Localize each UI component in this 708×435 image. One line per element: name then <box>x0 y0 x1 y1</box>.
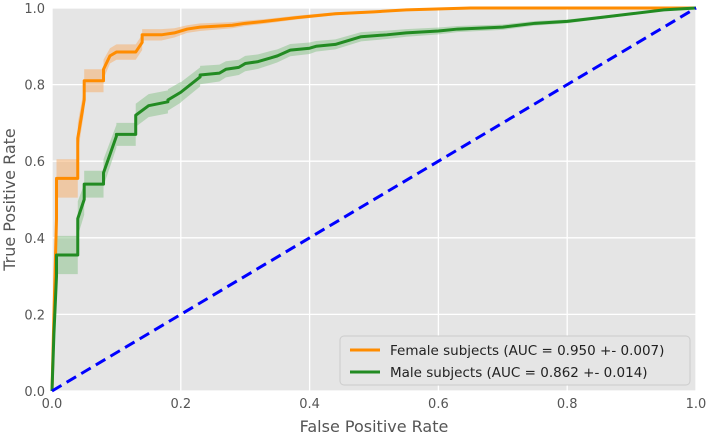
series-lines <box>50 6 697 393</box>
y-tick-label: 0.8 <box>24 79 45 94</box>
x-tick-label: 0.8 <box>557 397 578 412</box>
legend-label-female: Female subjects (AUC = 0.950 +- 0.007) <box>390 343 664 359</box>
x-tick-label: 0.0 <box>42 397 63 412</box>
legend-label-male: Male subjects (AUC = 0.862 +- 0.014) <box>390 365 648 381</box>
legend: Female subjects (AUC = 0.950 +- 0.007) M… <box>339 335 691 386</box>
x-tick-label: 0.2 <box>170 397 191 412</box>
x-tick-label: 0.6 <box>428 397 449 412</box>
y-tick-label: 1.0 <box>24 2 45 17</box>
y-tick-label: 0.0 <box>24 385 45 400</box>
y-tick-label: 0.2 <box>24 308 45 323</box>
female-confidence-band <box>52 8 696 391</box>
y-tick-labels: 0.0 0.2 0.4 0.6 0.8 1.0 <box>24 2 45 400</box>
y-tick-label: 0.6 <box>24 155 45 170</box>
female-roc-line <box>50 6 696 392</box>
x-tick-label: 1.0 <box>686 397 707 412</box>
legend-box <box>339 335 691 386</box>
x-tick-label: 0.4 <box>299 397 320 412</box>
x-tick-labels: 0.0 0.2 0.4 0.6 0.8 1.0 <box>42 397 707 412</box>
y-tick-label: 0.4 <box>24 232 45 247</box>
grid <box>51 7 697 392</box>
x-axis-label: False Positive Rate <box>300 417 449 435</box>
chance-roc-line <box>51 6 697 393</box>
male-roc-line <box>50 6 697 392</box>
confidence-bands <box>52 8 696 391</box>
y-axis-label: True Positive Rate <box>0 128 19 272</box>
